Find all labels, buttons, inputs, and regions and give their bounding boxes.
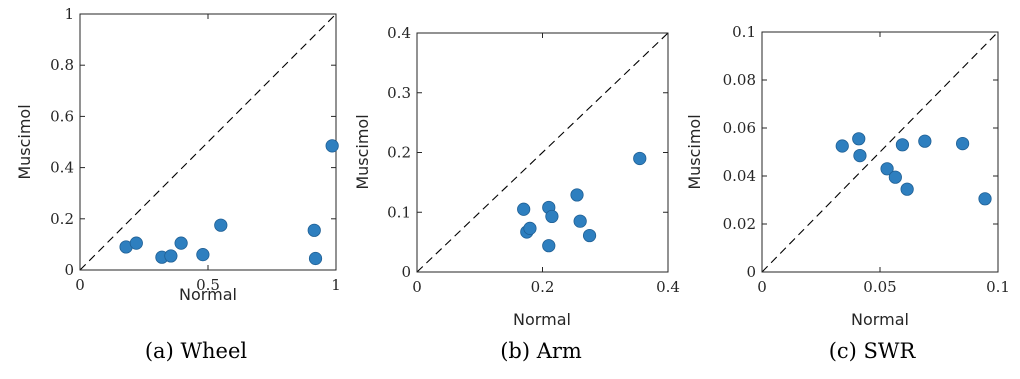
data-point [570,188,584,202]
subfigure-caption: (b) Arm [500,339,582,363]
y-tick-label: 1 [64,5,74,23]
data-point [545,209,559,224]
x-tick-label: 0.5 [196,276,220,294]
x-tick-label: 0.1 [986,278,1010,296]
data-point [214,218,228,232]
data-point [542,239,556,253]
data-point [325,139,339,153]
panel-arm: 0 0.2 0.4 0 0.1 0.2 0.3 0.4 Normal Muscimol (b)… [353,24,680,363]
data-point [918,134,932,148]
y-tick-label: 0.1 [387,203,411,221]
y-tick-label: 0 [401,263,411,281]
data-point [900,182,914,196]
y-tick-label: 0.08 [723,71,756,89]
data-point [129,236,143,250]
identity-line [79,13,337,271]
y-tick-label: 0.4 [50,159,74,177]
data-point [955,137,970,151]
y-tick-label: 0.2 [50,210,74,228]
plot-marks: 0 0.05 0.1 0 0.02 0.04 0.06 0.08 0.1 [723,23,1010,296]
y-tick-label: 0.3 [387,84,411,102]
y-axis-label: Muscimol [15,104,34,179]
x-tick-label: 0.05 [863,278,896,296]
y-tick-label: 0 [746,263,756,281]
data-point [523,221,537,235]
data-point [852,132,866,146]
x-axis-label: Normal [179,285,237,304]
y-tick-label: 0 [64,261,74,279]
data-point [196,248,210,262]
data-point [888,170,902,184]
x-tick-label: 0.2 [531,278,555,296]
data-point [517,202,531,216]
x-tick-label: 0.4 [656,278,680,296]
y-tick-label: 0.02 [723,215,756,233]
y-tick-label: 0.04 [723,167,756,185]
x-axis-label: Normal [851,310,909,329]
data-point [880,162,894,176]
data-point [308,251,323,266]
data-point [978,192,992,206]
data-point [164,249,178,263]
y-tick-label: 0.2 [387,144,411,162]
y-tick-label: 0.06 [723,119,756,137]
data-point [835,139,849,153]
y-axis-label: Muscimol [685,114,704,189]
data-point [174,236,188,250]
y-axis-label: Muscimol [353,114,372,189]
y-tick-label: 0.6 [50,107,74,125]
identity-line [761,31,999,273]
data-point [895,138,910,152]
plot-marks: 0 0.5 1 0 0.2 0.4 0.6 0.8 1 [50,5,341,294]
data-point [633,151,647,166]
x-tick-label: 0 [412,278,422,296]
subfigure-caption: (a) Wheel [145,339,248,363]
data-point [853,149,867,163]
data-point [582,228,597,243]
panel-wheel: 0 0.5 1 0 0.2 0.4 0.6 0.8 1 Normal Muscimol (a) … [15,5,341,363]
data-point [573,214,587,228]
x-tick-label: 0 [75,276,85,294]
x-axis-label: Normal [513,310,571,329]
panel-swr: 0 0.05 0.1 0 0.02 0.04 0.06 0.08 0.1 Normal Musc… [685,23,1010,363]
identity-line [416,32,669,273]
x-tick-label: 0 [757,278,767,296]
y-tick-label: 0.1 [732,23,756,41]
subfigure-caption: (c) SWR [829,339,917,363]
y-tick-label: 0.4 [387,24,411,42]
plot-marks: 0 0.2 0.4 0 0.1 0.2 0.3 0.4 [387,24,680,296]
data-point [307,223,321,237]
x-tick-label: 1 [331,276,341,294]
y-tick-label: 0.8 [50,56,74,74]
